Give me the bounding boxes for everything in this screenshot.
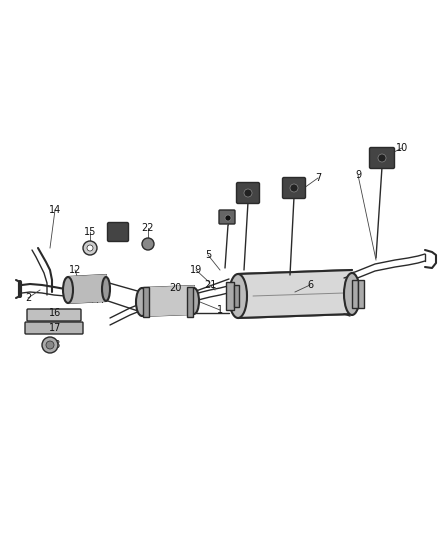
Bar <box>187 287 193 317</box>
Ellipse shape <box>102 277 110 301</box>
Polygon shape <box>68 275 106 303</box>
FancyBboxPatch shape <box>25 322 83 334</box>
Text: 5: 5 <box>205 250 211 260</box>
Circle shape <box>46 341 54 349</box>
Text: 4: 4 <box>225 213 231 223</box>
Text: 22: 22 <box>142 223 154 233</box>
Circle shape <box>244 189 252 197</box>
Circle shape <box>42 337 58 353</box>
Text: 13: 13 <box>112 223 124 233</box>
Text: 3: 3 <box>245 190 251 200</box>
Circle shape <box>378 154 386 162</box>
Text: 7: 7 <box>315 173 321 183</box>
Ellipse shape <box>344 273 360 315</box>
Polygon shape <box>142 286 194 316</box>
Text: 18: 18 <box>49 340 61 350</box>
Bar <box>352 280 358 308</box>
Text: 21: 21 <box>204 280 216 290</box>
Text: 9: 9 <box>355 170 361 180</box>
FancyBboxPatch shape <box>219 210 235 224</box>
Text: 11: 11 <box>375 155 387 165</box>
Text: 14: 14 <box>49 205 61 215</box>
Bar <box>143 287 149 317</box>
Text: 6: 6 <box>307 280 313 290</box>
Text: 1: 1 <box>217 305 223 315</box>
Text: 16: 16 <box>49 308 61 318</box>
Circle shape <box>290 184 298 192</box>
Ellipse shape <box>136 288 148 316</box>
Bar <box>358 280 364 308</box>
Circle shape <box>83 241 97 255</box>
Text: 20: 20 <box>169 283 181 293</box>
Ellipse shape <box>229 274 247 318</box>
FancyBboxPatch shape <box>237 182 259 204</box>
Ellipse shape <box>63 277 73 303</box>
Text: 10: 10 <box>396 143 408 153</box>
Bar <box>226 282 234 310</box>
Text: 12: 12 <box>69 265 81 275</box>
FancyBboxPatch shape <box>107 222 128 241</box>
FancyBboxPatch shape <box>283 177 305 198</box>
Text: 19: 19 <box>190 265 202 275</box>
Bar <box>234 285 239 307</box>
Polygon shape <box>238 270 352 318</box>
Circle shape <box>142 238 154 250</box>
Circle shape <box>87 245 93 251</box>
Text: 17: 17 <box>49 323 61 333</box>
FancyBboxPatch shape <box>370 148 395 168</box>
Text: 15: 15 <box>84 227 96 237</box>
FancyBboxPatch shape <box>27 309 81 321</box>
Text: 2: 2 <box>25 293 31 303</box>
Ellipse shape <box>189 288 199 314</box>
Text: 8: 8 <box>291 190 297 200</box>
Circle shape <box>225 215 231 221</box>
